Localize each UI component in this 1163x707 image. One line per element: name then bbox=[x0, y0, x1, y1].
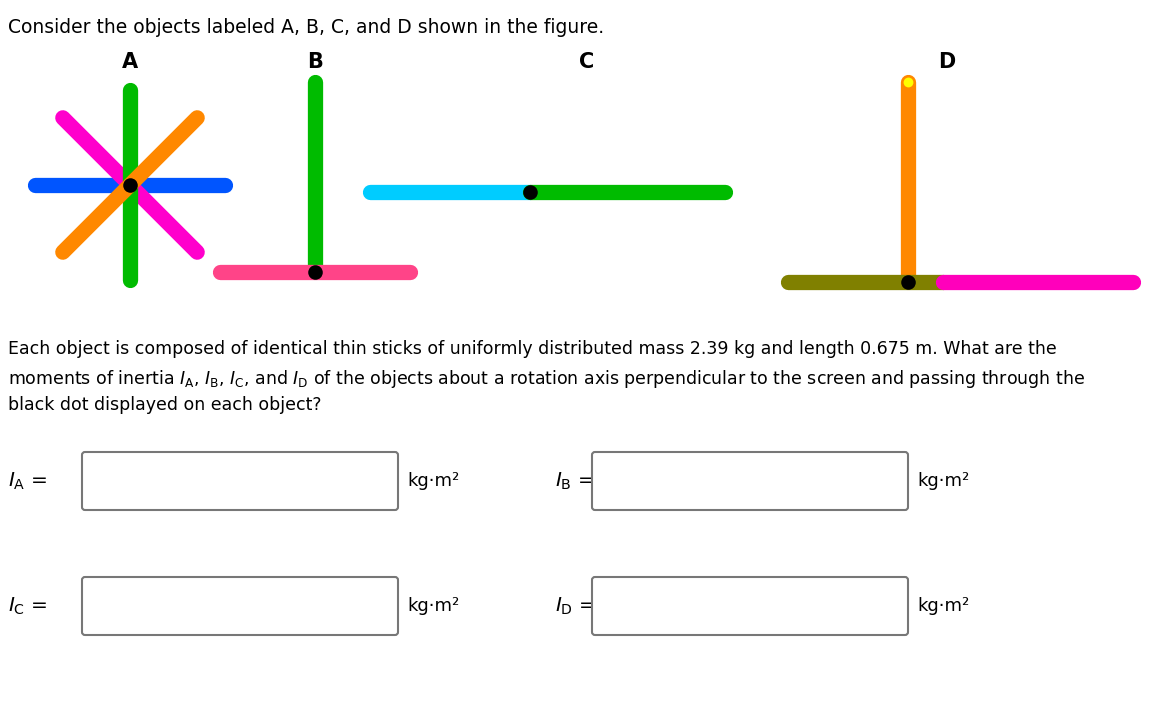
Text: kg·m²: kg·m² bbox=[407, 597, 459, 615]
Point bbox=[899, 76, 918, 88]
Text: kg·m²: kg·m² bbox=[916, 472, 969, 490]
Text: $I_\mathrm{C}$ =: $I_\mathrm{C}$ = bbox=[8, 595, 48, 617]
Point bbox=[121, 274, 140, 286]
Point bbox=[121, 84, 140, 95]
Text: black dot displayed on each object?: black dot displayed on each object? bbox=[8, 396, 321, 414]
FancyBboxPatch shape bbox=[83, 452, 398, 510]
FancyBboxPatch shape bbox=[592, 452, 908, 510]
Point bbox=[26, 180, 44, 191]
Text: A: A bbox=[122, 52, 138, 72]
Text: B: B bbox=[307, 52, 323, 72]
Text: D: D bbox=[939, 52, 956, 72]
Point bbox=[306, 76, 324, 88]
Point bbox=[53, 112, 72, 124]
Point bbox=[306, 267, 324, 278]
Point bbox=[401, 267, 420, 278]
Text: Each object is composed of identical thin sticks of uniformly distributed mass 2: Each object is composed of identical thi… bbox=[8, 340, 1057, 358]
Text: moments of inertia $I_\mathrm{A}$, $I_\mathrm{B}$, $I_\mathrm{C}$, and $I_\mathr: moments of inertia $I_\mathrm{A}$, $I_\m… bbox=[8, 368, 1085, 390]
Text: $I_\mathrm{A}$ =: $I_\mathrm{A}$ = bbox=[8, 470, 48, 491]
Point bbox=[715, 187, 734, 198]
Text: Consider the objects labeled A, B, C, and D shown in the figure.: Consider the objects labeled A, B, C, an… bbox=[8, 18, 604, 37]
FancyBboxPatch shape bbox=[83, 577, 398, 635]
Point bbox=[121, 180, 140, 191]
Point bbox=[521, 187, 540, 198]
Point bbox=[188, 112, 207, 124]
Text: $I_\mathrm{D}$ =: $I_\mathrm{D}$ = bbox=[555, 595, 595, 617]
Point bbox=[188, 247, 207, 258]
FancyBboxPatch shape bbox=[592, 577, 908, 635]
Text: kg·m²: kg·m² bbox=[916, 597, 969, 615]
Text: C: C bbox=[579, 52, 594, 72]
Point bbox=[1123, 276, 1142, 288]
Point bbox=[899, 276, 918, 288]
Point bbox=[779, 276, 798, 288]
Point bbox=[53, 247, 72, 258]
Point bbox=[211, 267, 229, 278]
Point bbox=[215, 180, 234, 191]
Text: $I_\mathrm{B}$ =: $I_\mathrm{B}$ = bbox=[555, 470, 594, 491]
Text: kg·m²: kg·m² bbox=[407, 472, 459, 490]
Point bbox=[361, 187, 379, 198]
